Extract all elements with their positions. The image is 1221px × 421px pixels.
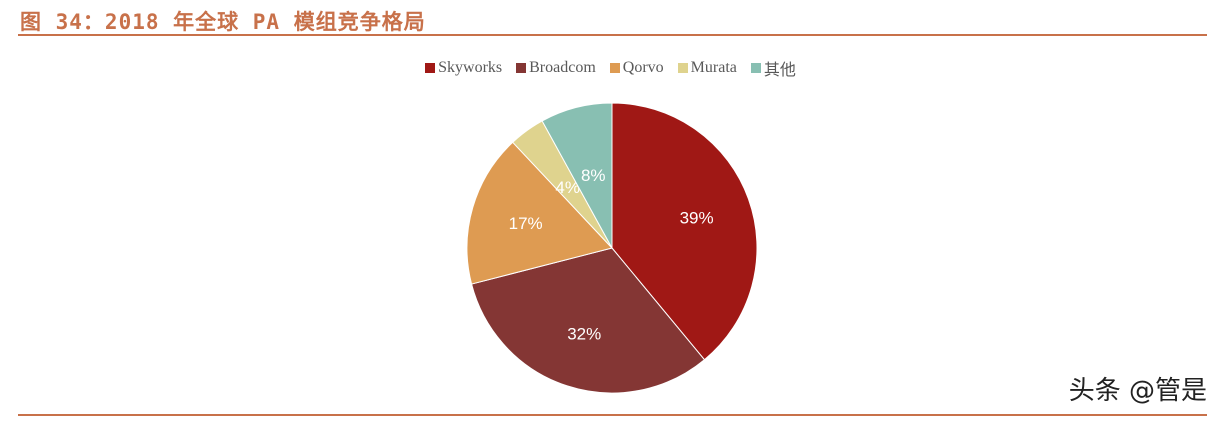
legend-swatch (516, 63, 527, 73)
legend-item: Murata (677, 56, 737, 80)
legend-item: Qorvo (609, 56, 664, 80)
legend-swatch (425, 63, 436, 73)
legend-item: Skyworks (425, 56, 502, 80)
legend-item: 其他 (750, 56, 796, 80)
figure-title: 图 34：2018 年全球 PA 模组竞争格局 (20, 10, 426, 34)
legend-swatch (750, 63, 761, 73)
watermark: 头条 @管是 (1068, 376, 1207, 406)
bottom-rule (18, 414, 1207, 416)
legend-label: 其他 (763, 62, 796, 79)
legend-swatch (677, 63, 688, 73)
legend-label: Skyworks (438, 59, 503, 76)
data-label: 39% (680, 209, 714, 228)
data-label: 17% (509, 214, 543, 233)
pie-slice-skyworks (611, 102, 758, 361)
pie-slice-qorvo (466, 141, 613, 285)
pie-slice-broadcom (470, 247, 706, 394)
data-label: 4% (555, 178, 580, 197)
legend-label: Qorvo (622, 59, 664, 76)
legend: Skyworks Broadcom Qorvo Murata 其他 (0, 56, 1221, 80)
legend-label: Murata (690, 59, 737, 76)
data-label: 8% (581, 166, 606, 185)
legend-swatch (609, 63, 620, 73)
top-rule (18, 34, 1207, 36)
data-label: 32% (567, 324, 601, 343)
pie-slice-其他 (541, 102, 613, 249)
legend-label: Broadcom (529, 59, 596, 76)
legend-item: Broadcom (516, 56, 596, 80)
